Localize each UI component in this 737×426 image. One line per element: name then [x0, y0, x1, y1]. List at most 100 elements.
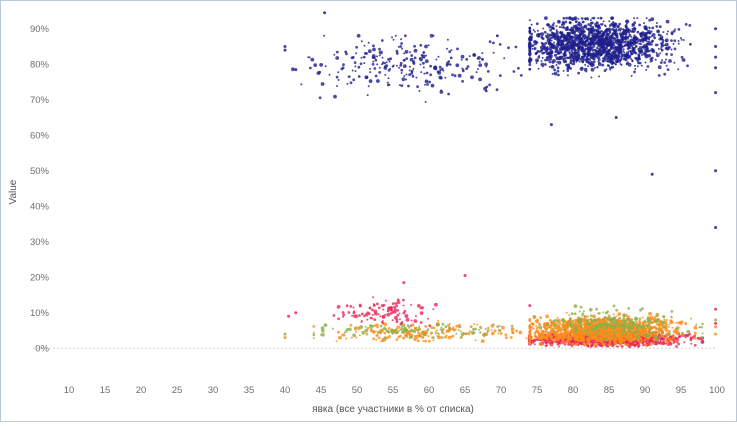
data-point [612, 304, 616, 308]
data-point [528, 331, 531, 334]
data-point [615, 308, 618, 312]
data-point [601, 37, 605, 41]
data-point [658, 341, 662, 345]
data-point [541, 56, 544, 59]
data-point [371, 62, 375, 66]
data-point [441, 330, 444, 334]
data-point [601, 342, 605, 346]
data-point [563, 44, 567, 47]
data-point [579, 32, 583, 36]
data-point [372, 47, 376, 52]
data-point [647, 334, 650, 338]
data-point [355, 330, 358, 333]
data-point [434, 331, 437, 333]
data-point [460, 54, 465, 59]
data-point [583, 324, 586, 327]
data-point [546, 56, 549, 59]
data-point [624, 33, 628, 36]
data-point [577, 34, 581, 38]
data-point [568, 40, 571, 44]
data-point [586, 53, 589, 56]
data-point [528, 304, 532, 308]
data-point [421, 336, 424, 339]
data-point [313, 63, 318, 67]
data-point [405, 328, 409, 332]
data-point [672, 329, 677, 334]
data-point [361, 330, 366, 335]
data-point [567, 326, 569, 329]
data-point [354, 70, 357, 73]
data-point [355, 45, 359, 49]
data-point [544, 329, 547, 331]
data-point [690, 342, 693, 345]
data-point [635, 326, 639, 329]
data-point [548, 340, 551, 343]
y-tick-label: 10% [30, 308, 50, 319]
data-point [511, 330, 514, 334]
data-point [356, 33, 361, 38]
data-point [663, 61, 667, 64]
data-point [382, 308, 385, 311]
data-point [648, 311, 652, 316]
data-point [430, 332, 433, 335]
data-point [667, 343, 670, 346]
data-point [388, 83, 391, 86]
data-point [573, 33, 577, 37]
data-point [335, 56, 340, 60]
data-point [410, 54, 414, 57]
data-point [308, 56, 311, 59]
data-point [337, 330, 340, 334]
data-point [387, 77, 390, 80]
data-point [657, 47, 660, 50]
data-point [461, 79, 464, 83]
data-point [694, 336, 697, 340]
data-point [387, 327, 391, 330]
data-point [648, 326, 651, 329]
data-point [584, 63, 587, 66]
data-point [510, 327, 515, 332]
data-point [611, 65, 614, 69]
data-point [509, 336, 513, 339]
data-point [673, 39, 677, 43]
data-point [415, 76, 418, 79]
data-point [375, 333, 379, 337]
data-point [653, 36, 657, 40]
data-point [395, 329, 398, 332]
data-point [714, 45, 718, 48]
data-point [644, 33, 647, 36]
data-point [376, 63, 379, 66]
data-point [468, 55, 471, 58]
data-point [635, 342, 638, 345]
data-point [437, 319, 440, 322]
data-point [595, 37, 597, 40]
data-point [641, 54, 643, 56]
data-point [498, 43, 502, 46]
data-point [598, 38, 602, 42]
data-point [404, 49, 409, 54]
data-point [624, 40, 627, 44]
data-point [608, 30, 612, 33]
data-point [618, 339, 621, 342]
data-point [677, 342, 680, 346]
data-point [412, 330, 415, 333]
data-point [644, 61, 647, 64]
data-point [333, 94, 337, 99]
data-point [287, 314, 291, 318]
data-point [552, 59, 556, 63]
data-point [604, 50, 608, 53]
data-point [336, 305, 341, 309]
data-point [342, 315, 344, 318]
data-point [542, 322, 547, 327]
data-point [577, 58, 580, 61]
data-point [626, 43, 629, 47]
data-point [557, 324, 561, 328]
data-point [404, 34, 407, 38]
data-point [438, 75, 443, 80]
data-point [679, 37, 682, 39]
data-point [668, 59, 672, 63]
data-point [453, 74, 457, 78]
data-point [682, 39, 685, 41]
data-point [416, 329, 420, 332]
data-point [402, 64, 407, 68]
